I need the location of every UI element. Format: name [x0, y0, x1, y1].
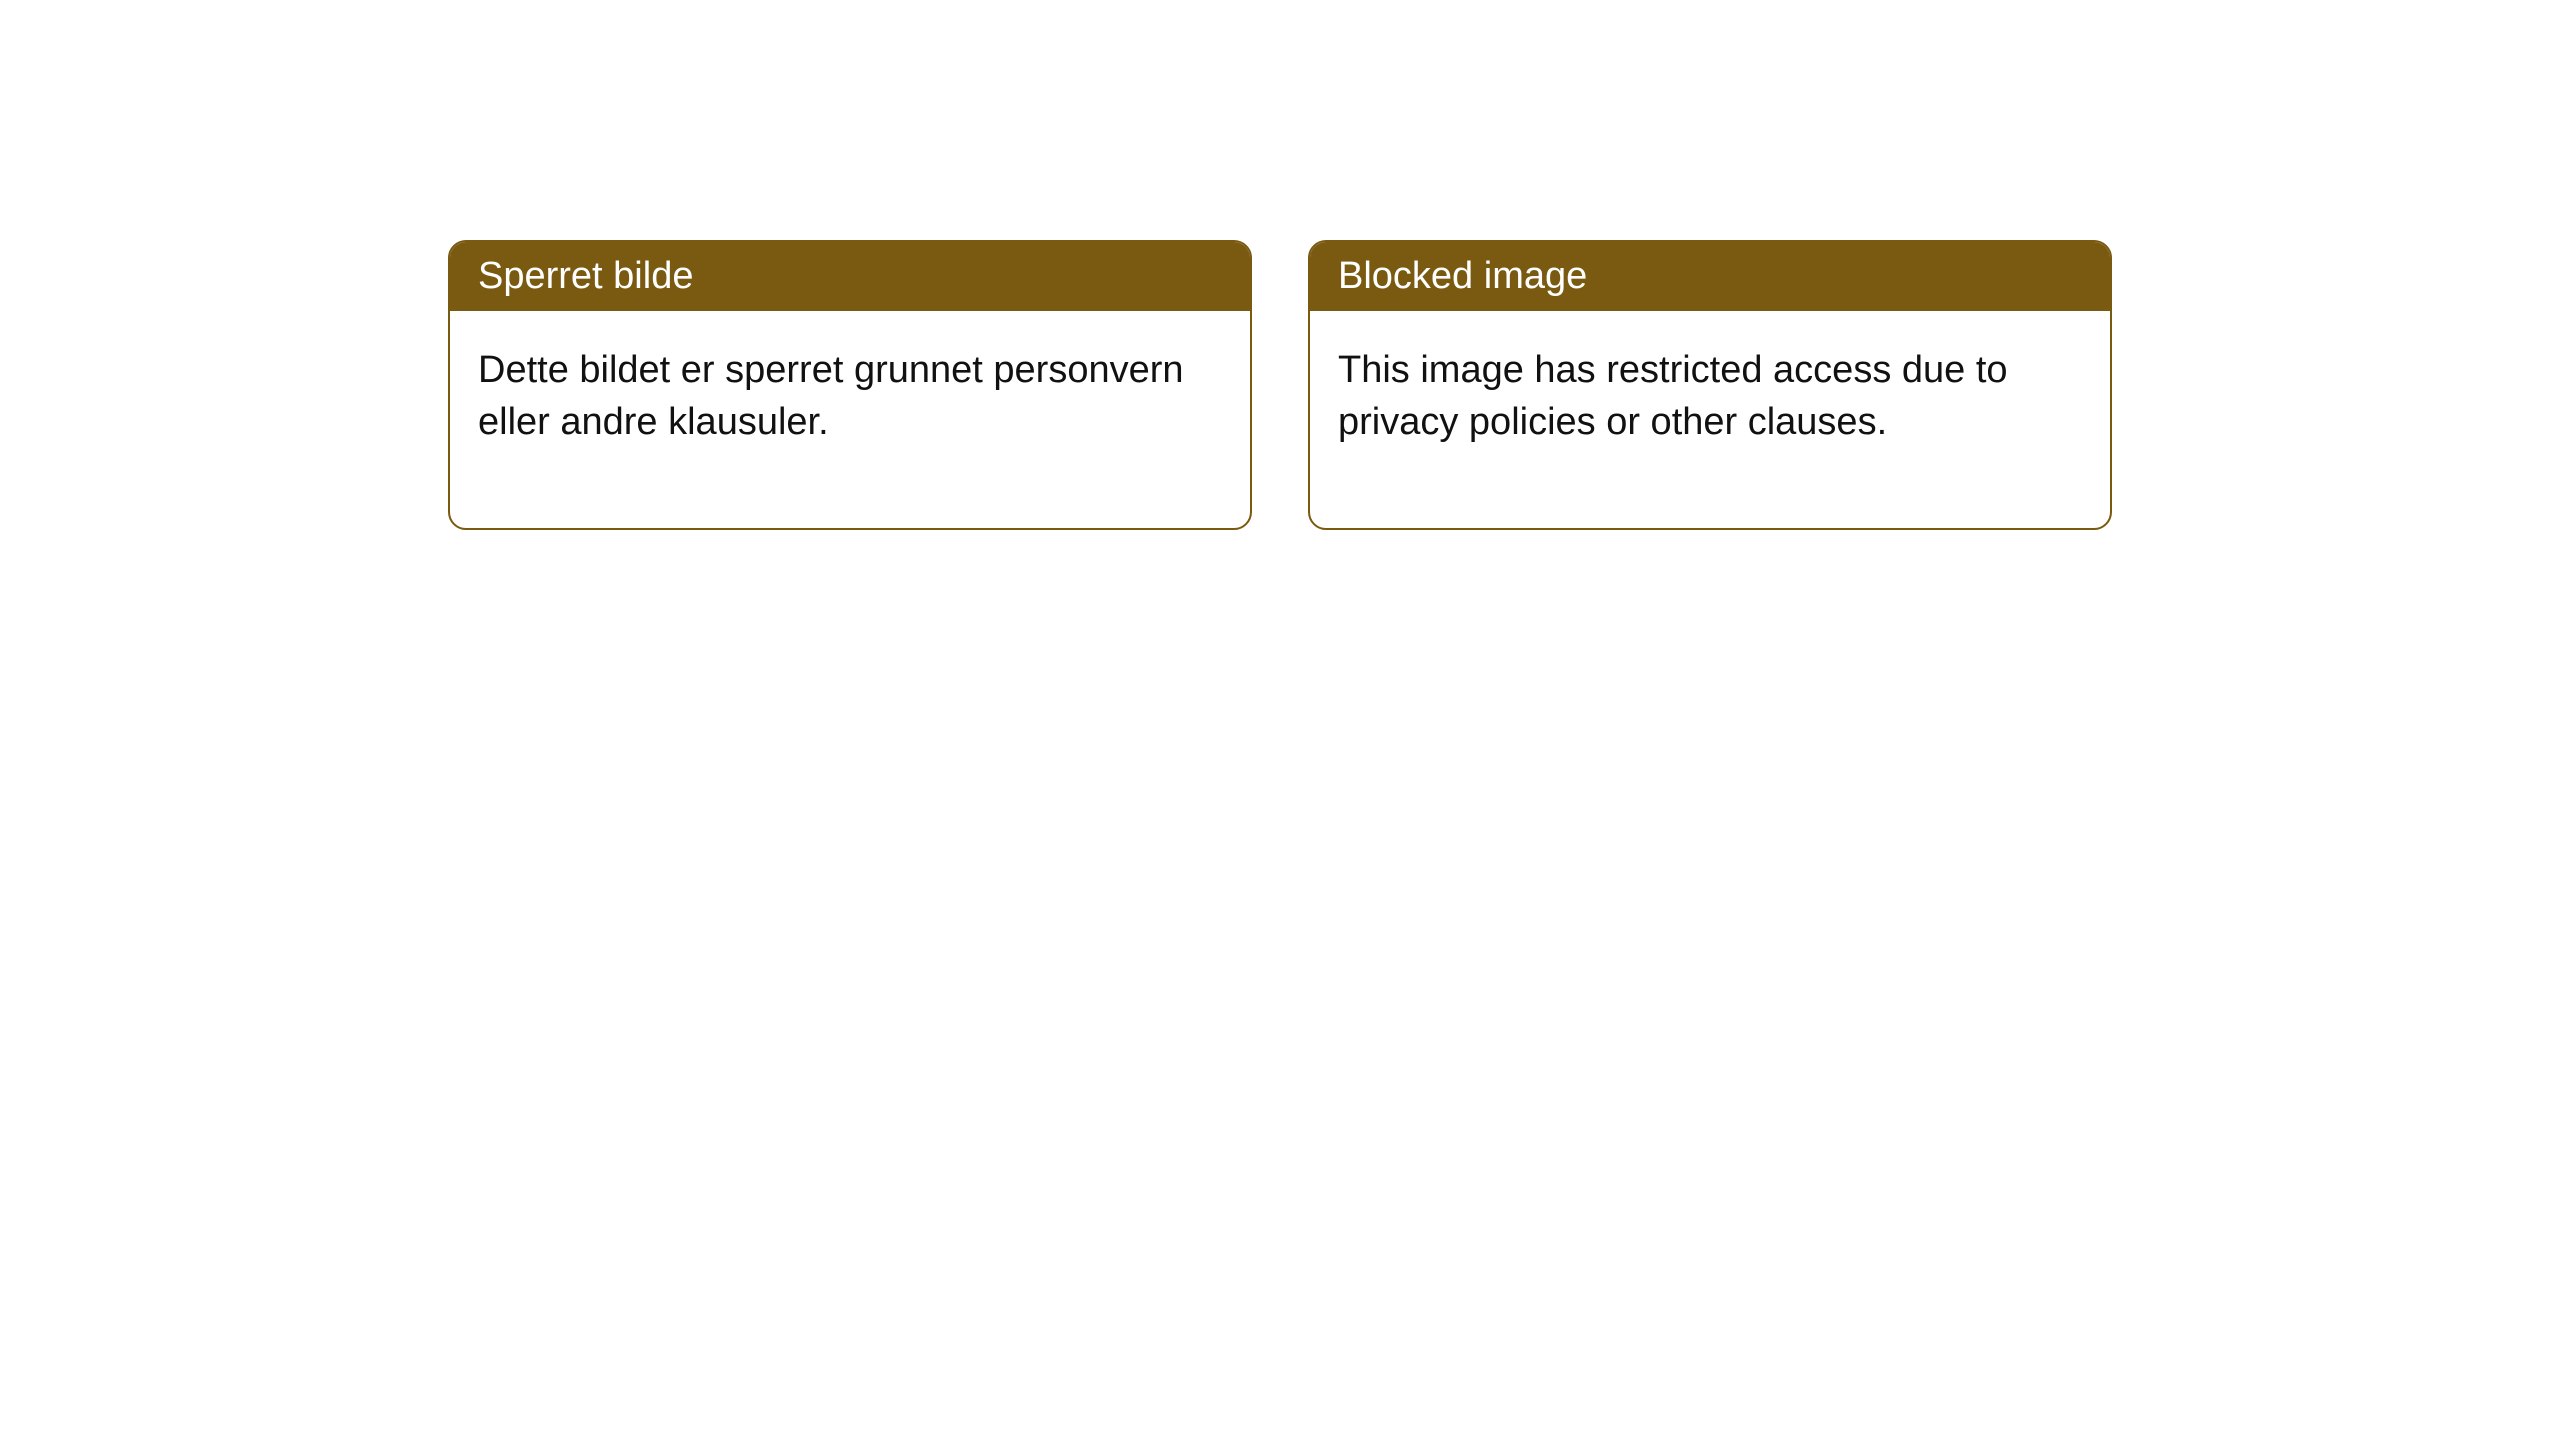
notice-body-en: This image has restricted access due to …: [1310, 311, 2110, 528]
notice-body-no: Dette bildet er sperret grunnet personve…: [450, 311, 1250, 528]
notice-card-en: Blocked image This image has restricted …: [1308, 240, 2112, 530]
notice-title-en: Blocked image: [1310, 242, 2110, 311]
notice-title-no: Sperret bilde: [450, 242, 1250, 311]
notice-container: Sperret bilde Dette bildet er sperret gr…: [448, 240, 2112, 530]
notice-card-no: Sperret bilde Dette bildet er sperret gr…: [448, 240, 1252, 530]
